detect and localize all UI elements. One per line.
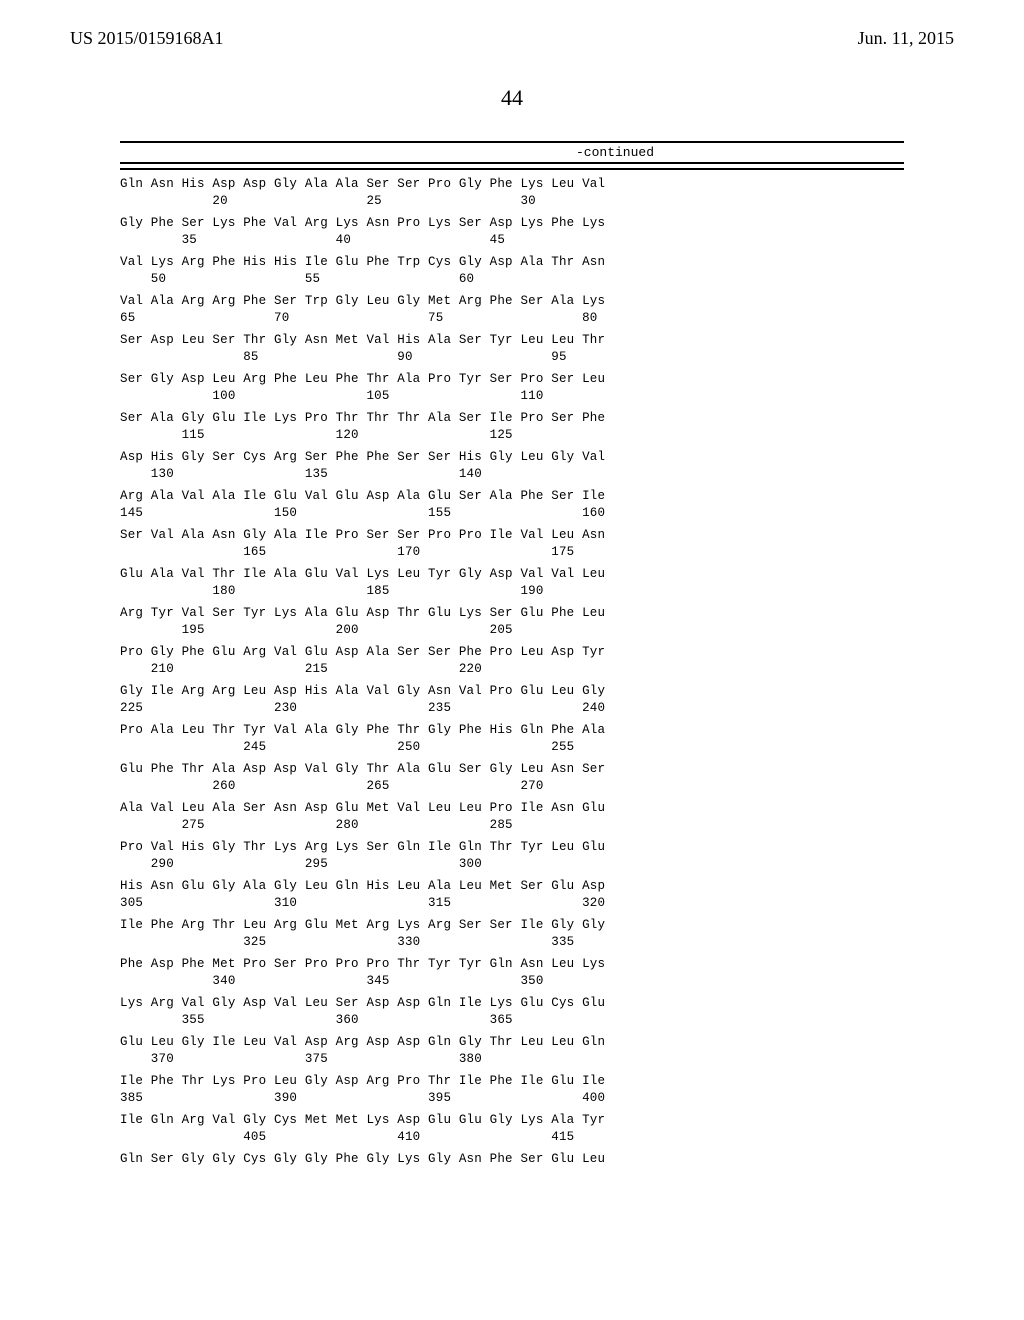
seq-pos-row: 100 105 110	[120, 388, 904, 405]
seq-pos-row: 50 55 60	[120, 271, 904, 288]
seq-pos-row: 290 295 300	[120, 856, 904, 873]
seq-pos-row: 180 185 190	[120, 583, 904, 600]
seq-aa-row: Ser Asp Leu Ser Thr Gly Asn Met Val His …	[120, 332, 904, 349]
seq-aa-row: Gly Ile Arg Arg Leu Asp His Ala Val Gly …	[120, 683, 904, 700]
seq-pos-row: 85 90 95	[120, 349, 904, 366]
seq-aa-row: Pro Gly Phe Glu Arg Val Glu Asp Ala Ser …	[120, 644, 904, 661]
seq-pos-row: 245 250 255	[120, 739, 904, 756]
seq-aa-row: Ile Phe Thr Lys Pro Leu Gly Asp Arg Pro …	[120, 1073, 904, 1090]
seq-pos-row: 305 310 315 320	[120, 895, 904, 912]
seq-aa-row: Arg Tyr Val Ser Tyr Lys Ala Glu Asp Thr …	[120, 605, 904, 622]
seq-aa-row: Ser Ala Gly Glu Ile Lys Pro Thr Thr Thr …	[120, 410, 904, 427]
seq-aa-row: Glu Ala Val Thr Ile Ala Glu Val Lys Leu …	[120, 566, 904, 583]
seq-pos-row: 225 230 235 240	[120, 700, 904, 717]
seq-aa-row: Ile Phe Arg Thr Leu Arg Glu Met Arg Lys …	[120, 917, 904, 934]
seq-pos-row: 370 375 380	[120, 1051, 904, 1068]
seq-aa-row: Phe Asp Phe Met Pro Ser Pro Pro Pro Thr …	[120, 956, 904, 973]
seq-pos-row: 65 70 75 80	[120, 310, 904, 327]
seq-pos-row: 275 280 285	[120, 817, 904, 834]
seq-pos-row: 325 330 335	[120, 934, 904, 951]
seq-aa-row: Asp His Gly Ser Cys Arg Ser Phe Phe Ser …	[120, 449, 904, 466]
seq-pos-row: 195 200 205	[120, 622, 904, 639]
seq-pos-row: 355 360 365	[120, 1012, 904, 1029]
page-number: 44	[0, 85, 1024, 111]
seq-pos-row: 20 25 30	[120, 193, 904, 210]
seq-aa-row: Ala Val Leu Ala Ser Asn Asp Glu Met Val …	[120, 800, 904, 817]
seq-aa-row: Pro Ala Leu Thr Tyr Val Ala Gly Phe Thr …	[120, 722, 904, 739]
sequence-listing: Gln Asn His Asp Asp Gly Ala Ala Ser Ser …	[120, 168, 904, 1168]
seq-aa-row: Val Ala Arg Arg Phe Ser Trp Gly Leu Gly …	[120, 293, 904, 310]
seq-aa-row: Gln Asn His Asp Asp Gly Ala Ala Ser Ser …	[120, 176, 904, 193]
seq-pos-row: 385 390 395 400	[120, 1090, 904, 1107]
seq-pos-row: 165 170 175	[120, 544, 904, 561]
pub-date: Jun. 11, 2015	[858, 28, 954, 49]
seq-aa-row: Pro Val His Gly Thr Lys Arg Lys Ser Gln …	[120, 839, 904, 856]
seq-pos-row: 260 265 270	[120, 778, 904, 795]
seq-aa-row: Lys Arg Val Gly Asp Val Leu Ser Asp Asp …	[120, 995, 904, 1012]
seq-aa-row: Ser Gly Asp Leu Arg Phe Leu Phe Thr Ala …	[120, 371, 904, 388]
seq-aa-row: Val Lys Arg Phe His His Ile Glu Phe Trp …	[120, 254, 904, 271]
seq-aa-row: His Asn Glu Gly Ala Gly Leu Gln His Leu …	[120, 878, 904, 895]
seq-aa-row: Gly Phe Ser Lys Phe Val Arg Lys Asn Pro …	[120, 215, 904, 232]
seq-pos-row: 210 215 220	[120, 661, 904, 678]
seq-aa-row: Gln Ser Gly Gly Cys Gly Gly Phe Gly Lys …	[120, 1151, 904, 1168]
seq-aa-row: Arg Ala Val Ala Ile Glu Val Glu Asp Ala …	[120, 488, 904, 505]
seq-aa-row: Glu Phe Thr Ala Asp Asp Val Gly Thr Ala …	[120, 761, 904, 778]
seq-pos-row: 115 120 125	[120, 427, 904, 444]
seq-pos-row: 35 40 45	[120, 232, 904, 249]
seq-aa-row: Ser Val Ala Asn Gly Ala Ile Pro Ser Ser …	[120, 527, 904, 544]
page-header: US 2015/0159168A1 Jun. 11, 2015	[0, 0, 1024, 49]
continued-bar: -continued	[120, 141, 904, 164]
pub-number: US 2015/0159168A1	[70, 28, 224, 49]
seq-pos-row: 340 345 350	[120, 973, 904, 990]
seq-pos-row: 145 150 155 160	[120, 505, 904, 522]
page: US 2015/0159168A1 Jun. 11, 2015 44 -cont…	[0, 0, 1024, 1320]
continued-label: -continued	[120, 145, 904, 160]
seq-pos-row: 405 410 415	[120, 1129, 904, 1146]
seq-aa-row: Glu Leu Gly Ile Leu Val Asp Arg Asp Asp …	[120, 1034, 904, 1051]
seq-aa-row: Ile Gln Arg Val Gly Cys Met Met Lys Asp …	[120, 1112, 904, 1129]
seq-pos-row: 130 135 140	[120, 466, 904, 483]
